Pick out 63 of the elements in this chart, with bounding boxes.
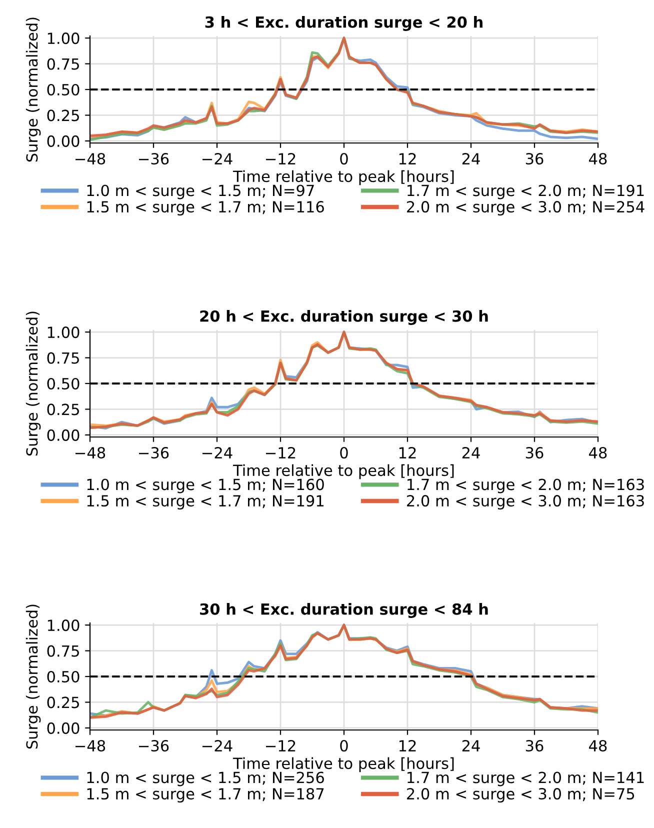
x-axis-title: Time relative to peak [hours] <box>232 757 454 772</box>
x-tick-label: −48 <box>75 446 106 459</box>
legend-label: 2.0 m < surge < 3.0 m; N=254 <box>406 201 644 216</box>
x-tick-label: 24 <box>462 740 480 752</box>
y-tick-label: 1.00 <box>48 32 80 44</box>
y-axis-title: Surge (normalized) <box>26 18 41 162</box>
x-tick-label: 48 <box>589 152 607 165</box>
x-tick-label: −24 <box>202 740 232 752</box>
chart-title: 30 h < Exc. duration surge < 84 h <box>200 603 488 618</box>
x-tick-label: 0 <box>340 446 348 459</box>
x-tick-label: 0 <box>340 740 348 752</box>
y-tick-label: 0.25 <box>47 696 79 708</box>
legend-label: 1.7 m < surge < 2.0 m; N=141 <box>408 772 644 786</box>
x-tick-label: 24 <box>462 446 480 458</box>
x-tick-label: 24 <box>462 152 480 164</box>
x-tick-label: 48 <box>589 740 607 752</box>
chart-title: 3 h < Exc. duration surge < 20 h <box>205 16 482 31</box>
y-tick-label: 1.00 <box>48 620 80 632</box>
x-tick-label: 12 <box>399 740 416 752</box>
chart-title: 20 h < Exc. duration surge < 30 h <box>200 310 488 325</box>
y-axis-title: Surge (normalized) <box>26 604 41 749</box>
x-tick-label: −48 <box>75 152 106 165</box>
legend-label: 1.5 m < surge < 1.7 m; N=116 <box>87 201 324 216</box>
legend-label: 1.5 m < surge < 1.7 m; N=191 <box>87 495 324 510</box>
x-tick-label: 36 <box>526 152 544 165</box>
y-tick-label: 0.75 <box>47 58 79 70</box>
x-tick-label: −24 <box>202 446 232 458</box>
legend-label: 1.0 m < surge < 1.5 m; N=256 <box>87 772 324 786</box>
y-tick-label: 1.00 <box>48 326 80 338</box>
x-tick-label: −36 <box>138 152 169 165</box>
x-tick-label: −48 <box>75 740 106 752</box>
y-tick-label: 0.00 <box>47 722 80 734</box>
x-tick-label: −12 <box>266 446 296 458</box>
x-tick-label: −12 <box>266 740 296 752</box>
legend-label: 1.0 m < surge < 1.5 m; N=97 <box>87 184 314 200</box>
x-axis-title: Time relative to peak [hours] <box>232 464 454 480</box>
y-tick-label: 0.50 <box>47 378 80 390</box>
y-tick-label: 0.00 <box>47 429 80 441</box>
y-tick-label: 0.25 <box>47 404 79 416</box>
legend-label: 2.0 m < surge < 3.0 m; N=163 <box>406 495 644 510</box>
x-tick-label: −36 <box>138 740 169 752</box>
x-tick-label: 0 <box>340 152 348 165</box>
x-tick-label: 12 <box>399 152 416 164</box>
y-tick-label: 0.25 <box>47 110 79 122</box>
x-tick-label: −24 <box>202 152 232 164</box>
x-tick-label: 36 <box>526 740 544 752</box>
legend-label: 1.0 m < surge < 1.5 m; N=160 <box>87 478 324 494</box>
y-tick-label: 0.00 <box>47 135 80 147</box>
y-tick-label: 0.50 <box>47 84 80 96</box>
legend-label: 1.7 m < surge < 2.0 m; N=163 <box>408 478 644 494</box>
x-tick-label: 12 <box>399 446 416 458</box>
y-tick-label: 0.75 <box>47 645 79 657</box>
x-tick-label: −36 <box>138 446 169 459</box>
x-tick-label: 36 <box>526 446 544 459</box>
y-tick-label: 0.50 <box>47 670 80 683</box>
legend-label: 1.7 m < surge < 2.0 m; N=191 <box>408 184 644 200</box>
y-axis-title: Surge (normalized) <box>26 312 41 456</box>
legend-label: 2.0 m < surge < 3.0 m; N=75 <box>406 788 634 803</box>
y-tick-label: 0.75 <box>47 352 79 364</box>
x-tick-label: −12 <box>266 152 296 164</box>
legend-label: 1.5 m < surge < 1.7 m; N=187 <box>87 788 324 803</box>
x-axis-title: Time relative to peak [hours] <box>232 170 454 186</box>
x-tick-label: 48 <box>589 446 607 459</box>
